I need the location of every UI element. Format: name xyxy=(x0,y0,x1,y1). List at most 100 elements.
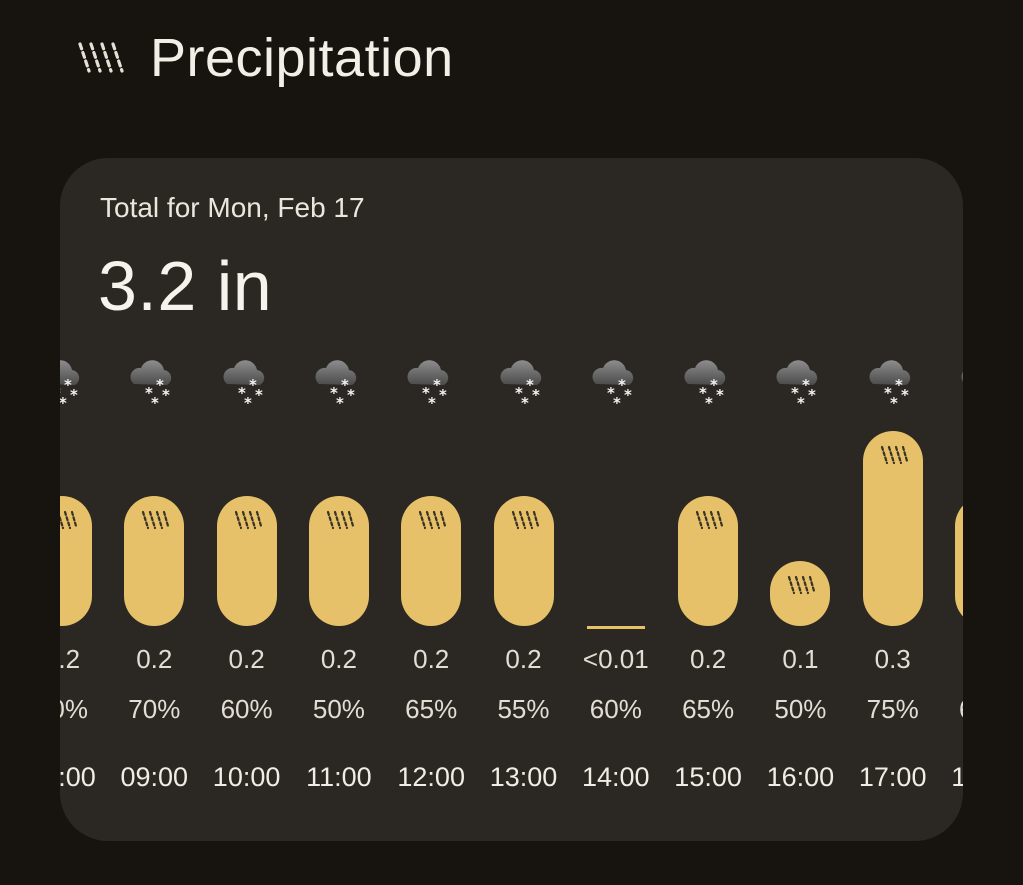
rain-icon xyxy=(416,510,447,530)
precipitation-amount: 0.3 xyxy=(874,644,911,674)
rain-icon xyxy=(324,510,354,530)
svg-text:*: * xyxy=(162,386,170,404)
precipitation-amount: 0.2 xyxy=(413,644,450,674)
hour-column: * * * * 0.2 70% 09:00 xyxy=(108,354,200,814)
precipitation-chance: 70% xyxy=(128,694,181,724)
total-label: Total for Mon, Feb 17 xyxy=(100,192,365,223)
precipitation-chance: 50% xyxy=(312,694,365,724)
precipitation-bar xyxy=(308,496,369,626)
precipitation-amount: 0.2 xyxy=(690,644,727,674)
precipitation-bar xyxy=(862,431,923,626)
snow-icon: **** xyxy=(588,354,644,412)
snow-icon: **** xyxy=(957,354,963,412)
snow-icon: **** xyxy=(126,354,182,412)
precipitation-bar xyxy=(770,561,831,626)
total-value: 3.2 in xyxy=(98,247,273,325)
svg-text:*: * xyxy=(151,394,159,412)
rain-icon xyxy=(693,510,724,530)
svg-text:*: * xyxy=(428,394,436,412)
precipitation-bar xyxy=(60,496,92,626)
svg-text:*: * xyxy=(710,376,718,394)
precipitation-amount: 0.2 xyxy=(228,644,265,674)
hour-column: * * * * 0.3 75% 17:00 xyxy=(847,354,939,814)
svg-text:*: * xyxy=(532,386,540,404)
svg-text:*: * xyxy=(422,384,430,402)
hour-label: 18:00 xyxy=(951,762,963,792)
hour-label: 16:00 xyxy=(766,762,835,792)
svg-text:*: * xyxy=(439,386,447,404)
svg-text:*: * xyxy=(699,384,707,402)
precipitation-icon xyxy=(72,38,128,78)
precipitation-chance: 55% xyxy=(497,694,550,724)
svg-text:*: * xyxy=(341,376,349,394)
precipitation-amount: 0.2 xyxy=(320,644,357,674)
svg-text:*: * xyxy=(255,386,263,404)
hour-column: * * * * 0.2 65% 12:00 xyxy=(385,354,477,814)
hour-column: * * * * 0.2 50% 11:00 xyxy=(293,354,385,814)
svg-text:*: * xyxy=(347,386,355,404)
rain-icon xyxy=(232,510,262,530)
svg-text:*: * xyxy=(515,384,523,402)
snow-icon: **** xyxy=(865,354,921,412)
snow-icon: **** xyxy=(772,354,828,412)
svg-text:*: * xyxy=(521,394,529,412)
svg-text:*: * xyxy=(336,394,344,412)
precipitation-amount: 0.2 xyxy=(60,644,81,674)
svg-text:*: * xyxy=(64,376,72,394)
precipitation-chance: 70% xyxy=(60,694,89,724)
hour-label: 09:00 xyxy=(120,762,189,792)
precipitation-card: Total for Mon, Feb 17 3.2 in ****0.270%0… xyxy=(60,158,963,841)
svg-text:*: * xyxy=(802,376,810,394)
svg-text:*: * xyxy=(244,394,252,412)
precipitation-amount: 0.2 xyxy=(505,644,542,674)
snow-icon: **** xyxy=(496,354,552,412)
precipitation-bar xyxy=(216,496,277,626)
hour-column: * * * * 0.1 50% 16:00 xyxy=(754,354,846,814)
hour-column: ****0.270%08:00 xyxy=(60,354,108,814)
precipitation-chance: 65% xyxy=(405,694,458,724)
precipitation-bar xyxy=(493,496,554,626)
hour-label: 08:00 xyxy=(60,762,96,792)
svg-text:*: * xyxy=(607,384,615,402)
svg-text:*: * xyxy=(156,376,164,394)
svg-text:*: * xyxy=(60,384,61,402)
precipitation-bar xyxy=(401,496,462,626)
svg-text:*: * xyxy=(797,394,805,412)
svg-text:*: * xyxy=(145,384,153,402)
precipitation-bar xyxy=(124,496,185,626)
rain-icon xyxy=(878,445,908,465)
precipitation-chance: 75% xyxy=(866,694,919,724)
rain-icon xyxy=(785,575,816,595)
svg-text:*: * xyxy=(60,394,67,412)
hour-label: 14:00 xyxy=(582,762,650,792)
hour-column: * * * * <0.01 60% 14:00 xyxy=(570,354,662,814)
svg-text:*: * xyxy=(705,394,713,412)
svg-text:*: * xyxy=(890,394,898,412)
rain-icon xyxy=(509,510,539,530)
hour-column: * * * * 0.2 60% 10:00 xyxy=(201,354,293,814)
precipitation-chance: 60% xyxy=(589,694,642,724)
snow-icon: **** xyxy=(680,354,736,412)
rain-icon xyxy=(60,510,78,530)
svg-text:*: * xyxy=(70,386,78,404)
precipitation-amount: <0.01 xyxy=(582,644,649,674)
hour-column: * * * * 0.2 55% 13:00 xyxy=(478,354,570,814)
precipitation-amount: 0.2 xyxy=(136,644,173,674)
svg-text:*: * xyxy=(624,386,632,404)
precipitation-bar xyxy=(955,496,963,626)
precipitation-chance: 65% xyxy=(682,694,735,724)
precipitation-bar xyxy=(586,626,645,629)
svg-text:*: * xyxy=(249,376,257,394)
svg-text:*: * xyxy=(433,376,441,394)
precipitation-amount: 0.1 xyxy=(782,644,819,674)
snow-icon: **** xyxy=(311,354,367,412)
precipitation-chance: 60% xyxy=(220,694,273,724)
svg-text:*: * xyxy=(895,376,903,394)
precipitation-chance: 65% xyxy=(959,694,963,725)
hour-column: ****0.265%18:00 xyxy=(939,354,963,814)
svg-text:*: * xyxy=(716,386,724,404)
hour-label: 15:00 xyxy=(674,762,742,792)
svg-text:*: * xyxy=(808,386,816,404)
hour-label: 17:00 xyxy=(858,762,927,792)
hour-label: 10:00 xyxy=(212,762,281,792)
